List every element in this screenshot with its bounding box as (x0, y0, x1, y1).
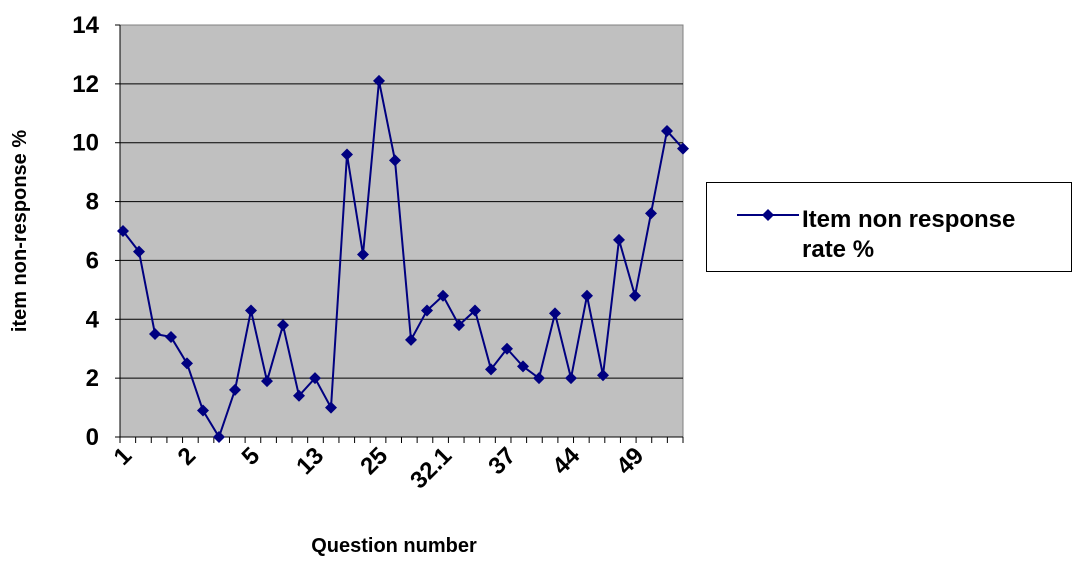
data-point (437, 289, 449, 302)
data-point (597, 369, 609, 382)
data-point (229, 383, 241, 396)
x-tick-label: 25 (355, 442, 393, 480)
y-tick-label: 2 (86, 365, 99, 392)
x-tick-label: 5 (237, 442, 266, 471)
data-point (565, 372, 577, 385)
x-tick-label: 2 (173, 442, 202, 471)
data-point (501, 342, 513, 355)
data-point (421, 304, 433, 317)
legend: Item non response rate % (706, 182, 1072, 272)
data-point (197, 404, 209, 417)
x-tick-label: 1 (109, 442, 138, 471)
data-point (405, 333, 417, 346)
data-point (485, 363, 497, 376)
data-point (309, 372, 321, 385)
data-point (645, 207, 657, 220)
data-point (261, 375, 273, 388)
x-tick-label: 37 (483, 442, 521, 480)
data-point (677, 142, 689, 155)
y-axis-ticks: 0 2 4 6 8 10 12 14 (72, 12, 120, 451)
y-tick-label: 10 (72, 130, 99, 157)
x-axis-ticks: 1 2 5 13 25 32.1 37 44 49 (109, 437, 684, 494)
grid-lines (119, 25, 683, 438)
y-tick-label: 0 (86, 424, 99, 451)
y-tick-label: 12 (72, 71, 99, 98)
y-axis-title: item non-response % (9, 130, 31, 332)
data-point (181, 357, 193, 370)
x-tick-label: 13 (291, 442, 329, 480)
data-point (133, 245, 145, 258)
data-point (149, 328, 161, 340)
data-point (213, 431, 225, 443)
data-point (341, 148, 353, 161)
data-point (613, 233, 625, 246)
data-point (293, 389, 305, 402)
data-point (629, 289, 641, 302)
data-point (469, 304, 481, 317)
series-group (117, 74, 689, 443)
x-tick-label: 32.1 (405, 442, 457, 494)
y-tick-label: 6 (86, 247, 99, 274)
data-point (325, 401, 337, 414)
data-point (517, 360, 529, 373)
x-tick-label: 44 (547, 442, 585, 480)
data-point (373, 74, 385, 87)
y-tick-label: 4 (86, 306, 100, 333)
data-point (165, 330, 177, 343)
data-point (117, 225, 129, 237)
data-point (389, 154, 401, 167)
data-point (357, 248, 369, 261)
series-line (122, 80, 684, 440)
data-point (661, 124, 673, 137)
legend-series-swatch (737, 209, 799, 221)
data-point (277, 319, 289, 332)
data-point (453, 319, 465, 332)
x-axis-title: Question number (311, 535, 477, 557)
data-point (549, 307, 561, 320)
y-tick-label: 8 (86, 189, 99, 216)
data-point (581, 289, 593, 302)
y-tick-label: 14 (72, 12, 99, 39)
legend-series-label: Item non response rate % (802, 206, 1016, 263)
x-tick-label: 49 (611, 442, 649, 480)
data-point (245, 304, 257, 317)
data-point (533, 372, 545, 385)
